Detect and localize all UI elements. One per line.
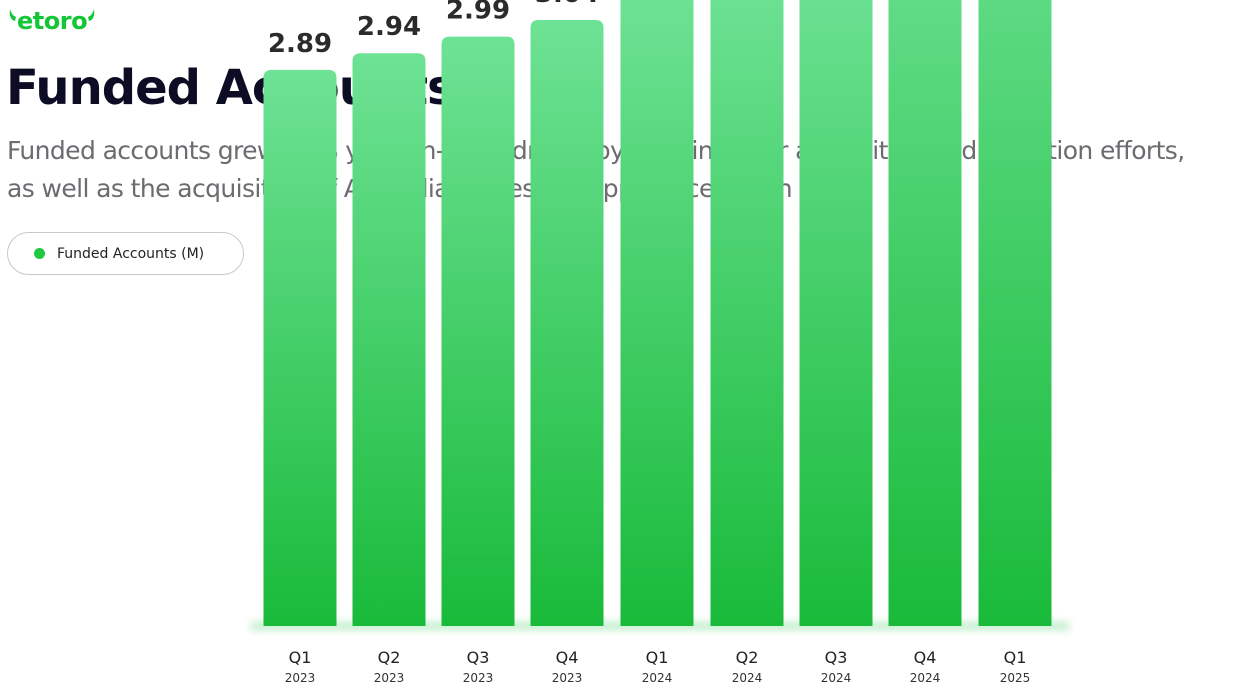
x-tick-year: 2025 [1000, 671, 1031, 685]
right-horn-icon [88, 9, 95, 21]
x-tick-year: 2024 [821, 671, 852, 685]
bars-layer [263, 0, 1052, 627]
x-axis-labels: Q1 2023 Q2 2023 Q3 2023 Q4 2023 Q1 2024 Q2 2024 Q3 20… [285, 648, 1031, 685]
x-tick-year: 2023 [552, 671, 583, 685]
bar-q3-2023 [441, 36, 515, 626]
x-tick-quarter: Q4 [914, 648, 937, 667]
logo-wordmark: etoro [17, 7, 88, 35]
data-label: 2.99 [446, 0, 510, 26]
left-horn-icon [9, 9, 16, 21]
x-tick-quarter: Q3 [467, 648, 490, 667]
value-labels-layer: 2.892.942.993.043.133.173.213.483.58 [268, 0, 599, 59]
bar-q2-2024 [710, 0, 784, 626]
x-tick-quarter: Q4 [556, 648, 579, 667]
x-tick-quarter: Q3 [825, 648, 848, 667]
x-tick-year: 2024 [732, 671, 763, 685]
x-tick-quarter: Q2 [736, 648, 759, 667]
bar-q4-2024 [888, 0, 962, 626]
bar-q1-2024 [620, 0, 694, 626]
bar-q2-2023 [352, 53, 426, 627]
x-tick-quarter: Q1 [289, 648, 312, 667]
x-tick-year: 2023 [374, 671, 405, 685]
bar-q1-2023 [263, 69, 337, 626]
bar-q1-2025 [978, 0, 1052, 626]
data-label: 2.94 [357, 12, 421, 42]
bar-q3-2024 [799, 0, 873, 626]
x-tick-year: 2024 [642, 671, 673, 685]
bar-q4-2023 [530, 19, 604, 626]
x-tick-year: 2023 [285, 671, 316, 685]
x-tick-quarter: Q2 [378, 648, 401, 667]
legend-label: Funded Accounts (M) [57, 245, 205, 262]
etoro-logo[interactable]: etoro [8, 4, 96, 38]
x-tick-quarter: Q1 [646, 648, 669, 667]
legend-dot-icon [34, 248, 45, 259]
data-label: 2.89 [268, 29, 332, 59]
data-label: 3.04 [535, 0, 599, 9]
x-tick-year: 2024 [910, 671, 941, 685]
chart-legend: Funded Accounts (M) [7, 232, 244, 275]
x-tick-quarter: Q1 [1004, 648, 1027, 667]
x-tick-year: 2023 [463, 671, 494, 685]
